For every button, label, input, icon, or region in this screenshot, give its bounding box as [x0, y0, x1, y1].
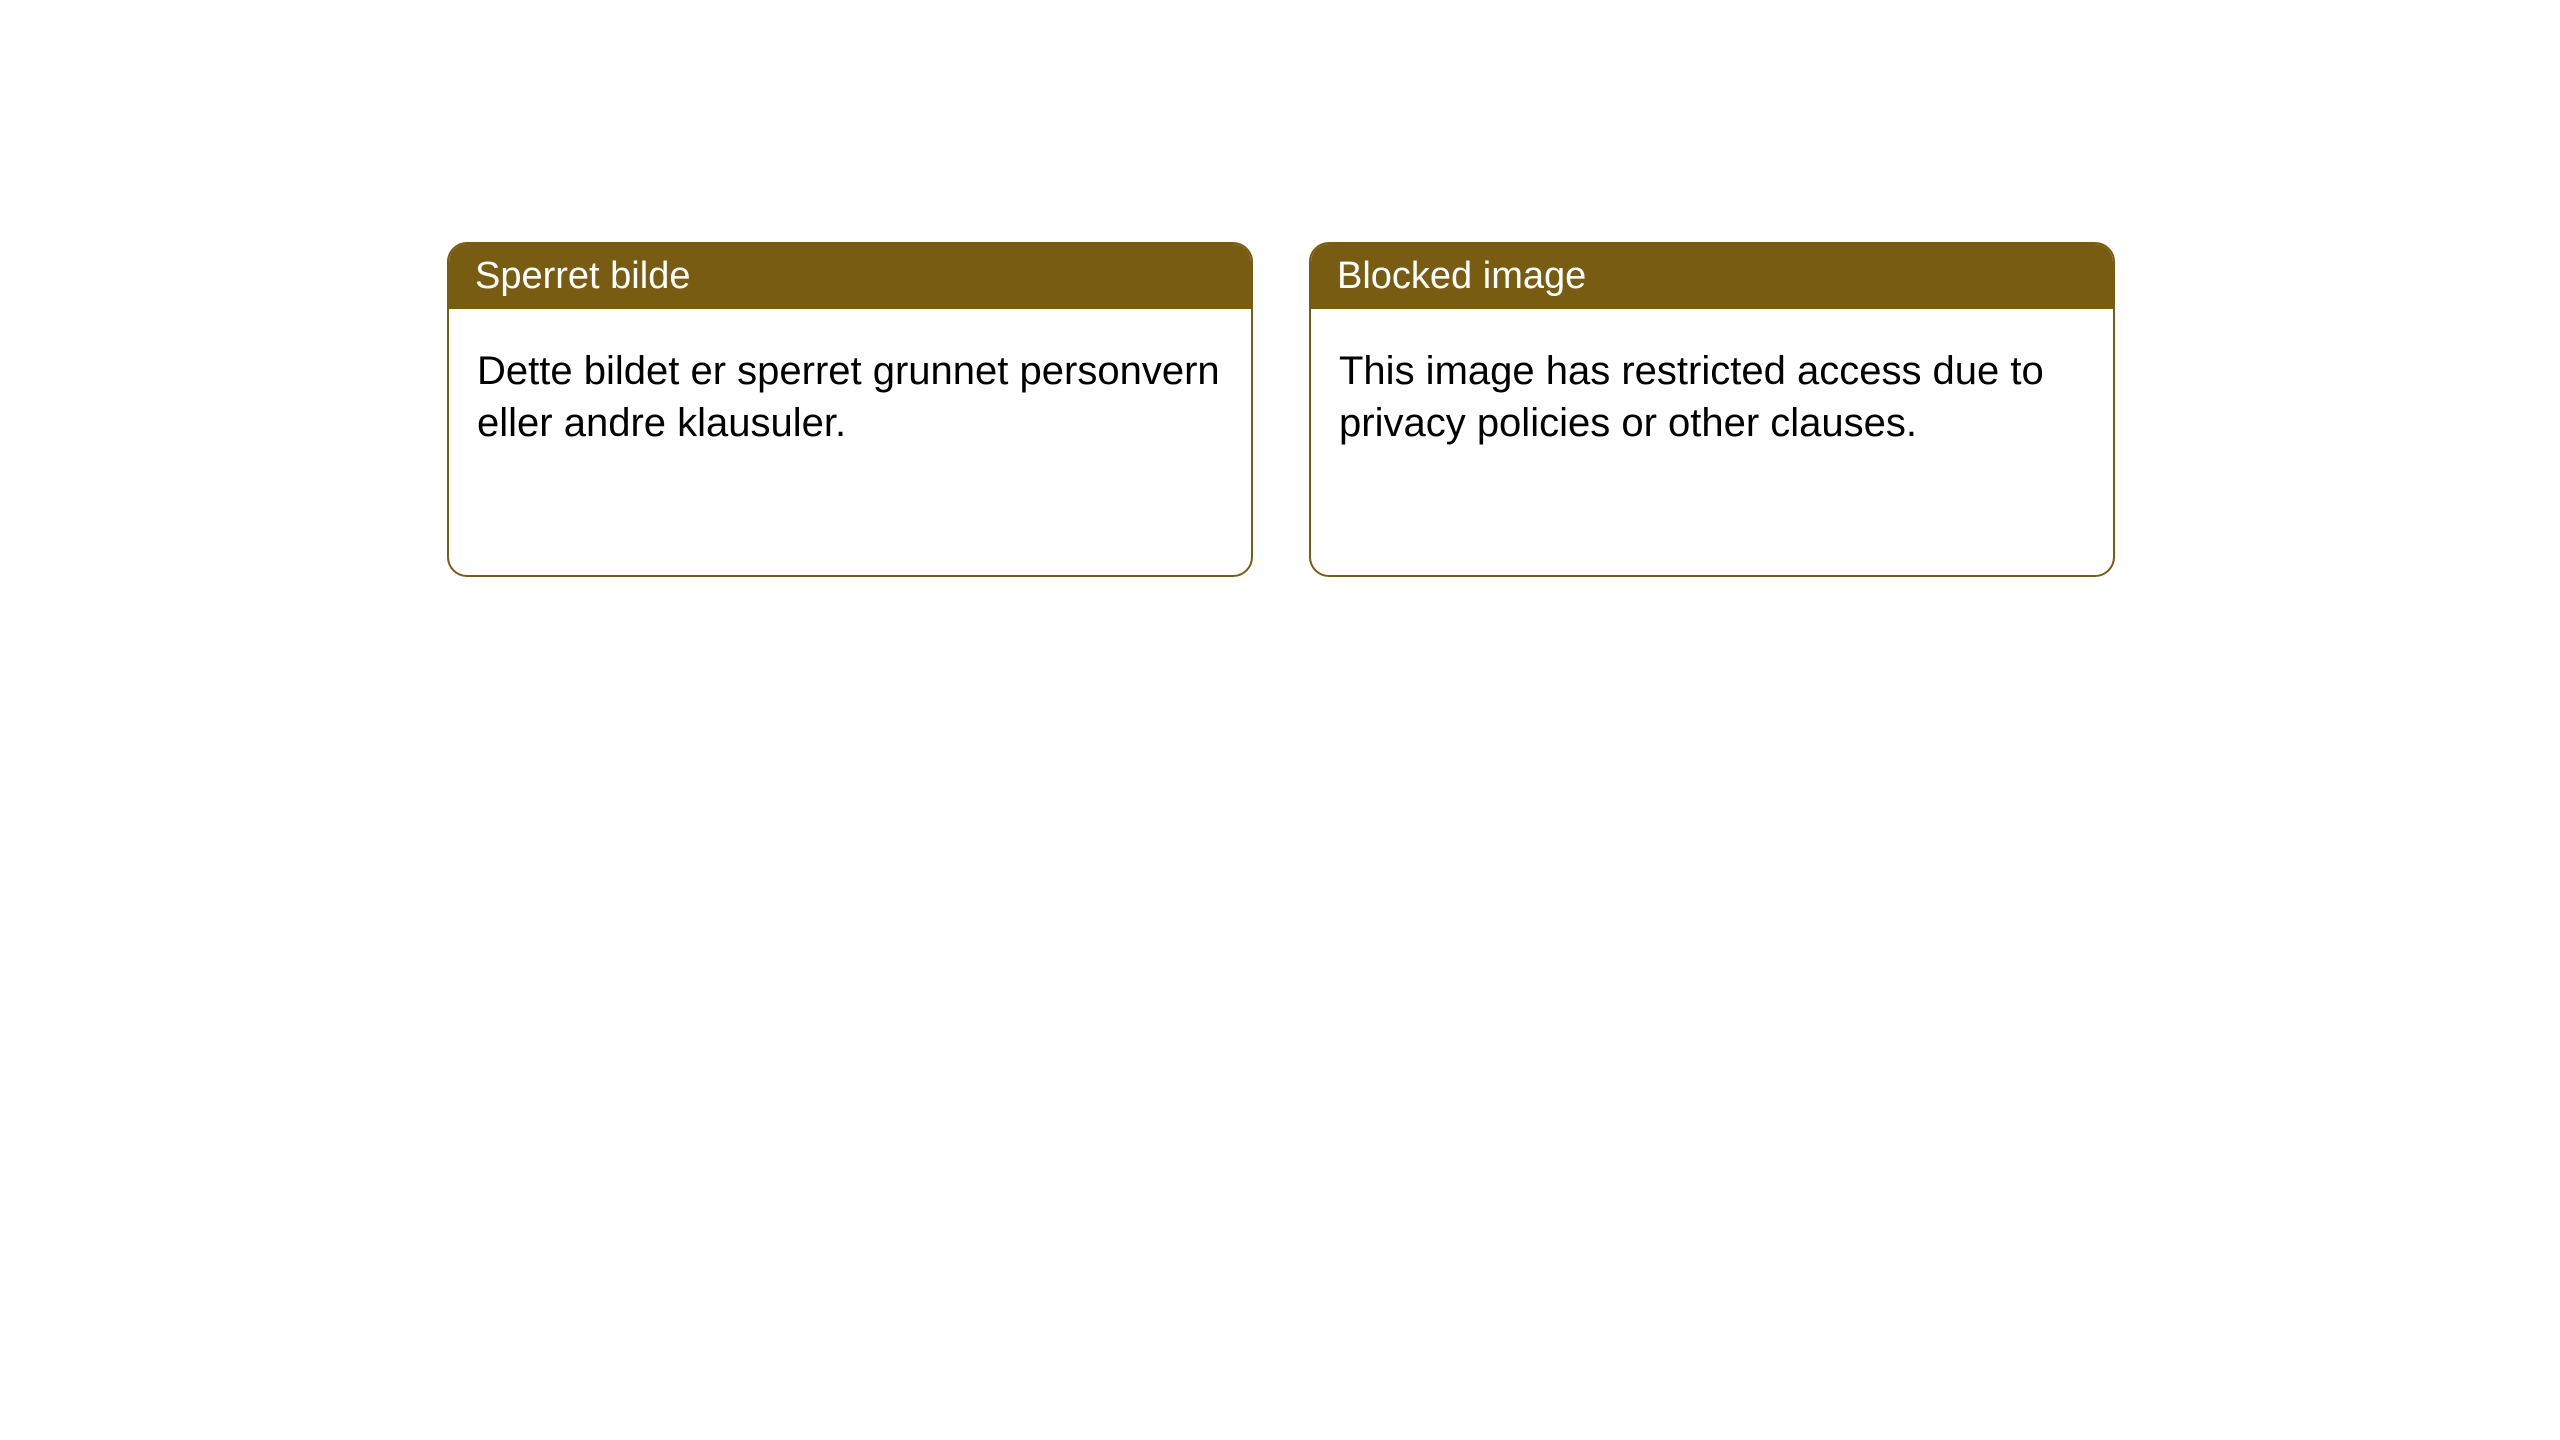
notice-title-english: Blocked image: [1311, 244, 2113, 309]
notice-card-english: Blocked image This image has restricted …: [1309, 242, 2115, 577]
notice-body-english: This image has restricted access due to …: [1311, 309, 2113, 485]
notice-card-norwegian: Sperret bilde Dette bildet er sperret gr…: [447, 242, 1253, 577]
notice-container: Sperret bilde Dette bildet er sperret gr…: [0, 0, 2560, 577]
notice-body-norwegian: Dette bildet er sperret grunnet personve…: [449, 309, 1251, 485]
notice-title-norwegian: Sperret bilde: [449, 244, 1251, 309]
